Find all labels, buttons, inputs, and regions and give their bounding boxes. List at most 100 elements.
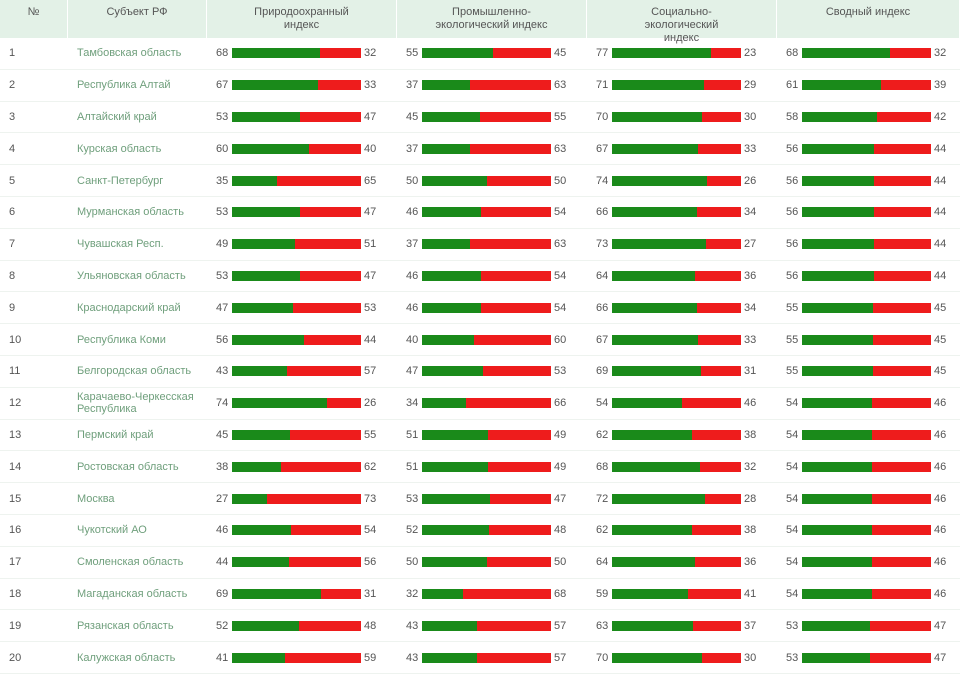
positive-segment: [422, 493, 491, 504]
header-row: № Субъект РФ Природоохранный индекс Промышл…: [0, 0, 960, 44]
positive-segment: [232, 334, 305, 345]
index-bar: [422, 366, 551, 377]
index-bar: [232, 620, 361, 631]
right-value: 49: [554, 460, 567, 473]
negative-segment: [871, 461, 931, 472]
positive-segment: [422, 80, 470, 91]
index-bar: [422, 588, 551, 599]
right-value: 44: [934, 142, 947, 155]
index-bar: [612, 557, 741, 568]
positive-segment: [422, 175, 487, 186]
index-cell: 50 50: [397, 556, 587, 568]
positive-segment: [422, 429, 488, 440]
left-value: 54: [786, 556, 799, 569]
rank: 1: [9, 47, 16, 60]
table-row: 17 Смоленская область 44 56 50 50 64 36 54 46: [0, 547, 960, 579]
negative-segment: [292, 302, 361, 313]
right-value: 47: [554, 492, 567, 505]
right-value: 44: [934, 206, 947, 219]
positive-segment: [612, 48, 712, 59]
index-cell: 47 53: [207, 302, 397, 314]
right-value: 57: [364, 365, 377, 378]
negative-segment: [486, 175, 551, 186]
right-value: 55: [364, 428, 377, 441]
negative-segment: [871, 429, 931, 440]
right-value: 32: [744, 460, 757, 473]
positive-segment: [422, 207, 482, 218]
rank: 7: [9, 238, 16, 251]
left-value: 72: [596, 492, 609, 505]
index-bar: [422, 429, 551, 440]
index-cell: 56 44: [207, 334, 397, 346]
left-value: 55: [406, 47, 419, 60]
right-value: 54: [554, 301, 567, 314]
index-cell: 55 45: [397, 47, 587, 59]
rank: 19: [9, 619, 22, 632]
left-value: 56: [786, 206, 799, 219]
negative-segment: [465, 398, 551, 409]
negative-segment: [704, 493, 741, 504]
header-text: Субъект РФ: [106, 6, 168, 18]
positive-segment: [422, 239, 470, 250]
index-cell: 56 44: [777, 238, 960, 250]
index-bar: [422, 398, 551, 409]
rank: 13: [9, 428, 22, 441]
negative-segment: [871, 398, 931, 409]
left-value: 56: [216, 333, 229, 346]
index-bar: [422, 80, 551, 91]
left-value: 54: [786, 524, 799, 537]
right-value: 51: [364, 238, 377, 251]
index-bar: [802, 652, 931, 663]
index-cell: 62 38: [587, 524, 777, 536]
index-cell: 53 47: [207, 270, 397, 282]
negative-segment: [481, 207, 551, 218]
positive-segment: [232, 429, 291, 440]
rank: 14: [9, 460, 22, 473]
positive-segment: [232, 48, 320, 59]
negative-segment: [486, 557, 551, 568]
region-name: Чувашская Респ.: [77, 238, 164, 251]
rank: 4: [9, 142, 16, 155]
left-value: 58: [786, 110, 799, 123]
positive-segment: [232, 525, 292, 536]
negative-segment: [480, 111, 551, 122]
index-cell: 71 29: [587, 79, 777, 91]
left-value: 47: [216, 301, 229, 314]
header-cell: №: [0, 0, 68, 38]
left-value: 56: [786, 142, 799, 155]
rank: 2: [9, 79, 16, 92]
negative-segment: [889, 48, 931, 59]
index-bar: [422, 302, 551, 313]
left-value: 70: [596, 110, 609, 123]
right-value: 32: [934, 47, 947, 60]
negative-segment: [874, 143, 931, 154]
index-cell: 47 53: [397, 365, 587, 377]
table-row: 15 Москва 27 73 53 47 72 28 54 46: [0, 483, 960, 515]
positive-segment: [612, 80, 704, 91]
negative-segment: [693, 620, 741, 631]
positive-segment: [802, 270, 875, 281]
negative-segment: [288, 557, 361, 568]
index-cell: 27 73: [207, 493, 397, 505]
index-bar: [612, 398, 741, 409]
index-bar: [802, 143, 931, 154]
left-value: 54: [786, 397, 799, 410]
index-cell: 70 30: [587, 111, 777, 123]
positive-segment: [802, 588, 872, 599]
left-value: 54: [786, 460, 799, 473]
left-value: 37: [406, 238, 419, 251]
left-value: 55: [786, 333, 799, 346]
positive-segment: [612, 588, 689, 599]
positive-segment: [232, 557, 289, 568]
positive-segment: [802, 493, 872, 504]
index-bar: [422, 48, 551, 59]
negative-segment: [694, 557, 741, 568]
index-bar: [802, 111, 931, 122]
index-cell: 53 47: [207, 206, 397, 218]
index-bar: [612, 461, 741, 472]
left-value: 74: [596, 174, 609, 187]
index-cell: 56 44: [777, 206, 960, 218]
negative-segment: [871, 588, 931, 599]
right-value: 60: [554, 333, 567, 346]
